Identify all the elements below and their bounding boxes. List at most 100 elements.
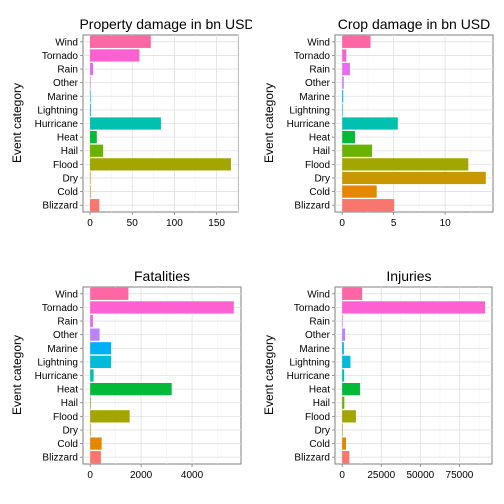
y-tick-label: Flood [53, 412, 78, 423]
bar-other [342, 328, 346, 341]
bar-flood [90, 410, 130, 423]
x-tick-label: 0 [87, 470, 93, 481]
bar-wind [90, 35, 151, 48]
y-tick-label: Other [305, 330, 331, 341]
bar-wind [342, 35, 371, 48]
bar-dry [342, 171, 486, 185]
y-tick-label: Dry [62, 425, 78, 436]
x-tick-label: 150 [208, 218, 225, 229]
y-tick-label: Flood [305, 160, 330, 171]
y-tick-label: Marine [47, 92, 78, 103]
y-tick-label: Flood [53, 160, 78, 171]
y-tick-label: Hurricane [287, 119, 331, 130]
property-damage-chart: Property damage in bn USD Event category… [10, 16, 252, 229]
y-tick-label: Rain [309, 65, 330, 76]
fatalities-chart: Fatalities Event category Blizzard Cold Dr… [10, 268, 242, 481]
y-axis-label: Event category [262, 335, 276, 415]
y-tick-label: Dry [314, 173, 330, 184]
y-tick-label: Wind [307, 289, 330, 300]
y-tick-label: Rain [309, 317, 330, 328]
bar-tornado [342, 301, 486, 314]
y-tick-label: Lightning [289, 357, 330, 368]
chart-title: Crop damage in bn USD [338, 16, 491, 32]
bar-marine [90, 342, 112, 355]
y-tick-label: Heat [57, 133, 78, 144]
y-tick-label: Blizzard [42, 201, 78, 212]
y-tick-label: Wind [307, 37, 330, 48]
y-tick-label: Rain [57, 65, 78, 76]
plot-area: Blizzard Cold Dry Flood Hail Heat Hurricane Lig… [35, 34, 239, 229]
chart-title: Property damage in bn USD [79, 16, 252, 32]
y-tick-label: Dry [62, 173, 78, 184]
y-tick-label: Hail [313, 146, 330, 157]
y-tick-label: Tornado [42, 303, 79, 314]
bar-lightning [342, 103, 343, 117]
bar-hurricane [90, 117, 161, 130]
bar-heat [90, 130, 97, 144]
bar-marine [90, 90, 91, 103]
x-tick-label: 2000 [130, 470, 153, 481]
y-tick-label: Hurricane [287, 371, 331, 382]
y-tick-label: Heat [57, 385, 78, 396]
bar-other [90, 328, 100, 341]
y-axis-label: Event category [10, 335, 24, 415]
bar-cold [90, 185, 91, 198]
plot-area: Blizzard Cold Dry Flood Hail Heat Hurricane Lig… [287, 34, 494, 229]
x-tick-label: 10 [440, 218, 452, 229]
y-tick-label: Flood [305, 412, 330, 423]
bar-other [90, 76, 91, 89]
y-tick-label: Hurricane [35, 119, 79, 130]
y-tick-label: Marine [299, 92, 330, 103]
bar-heat [342, 130, 356, 144]
chart-title: Fatalities [134, 268, 190, 284]
y-tick-label: Tornado [294, 51, 331, 62]
bar-cold [342, 185, 377, 198]
bar-blizzard [90, 451, 101, 464]
bar-tornado [90, 301, 234, 314]
x-tick-label: 75000 [446, 470, 474, 481]
y-tick-label: Tornado [294, 303, 331, 314]
bar-hurricane [90, 369, 94, 382]
y-tick-label: Other [305, 78, 331, 89]
y-tick-label: Dry [314, 425, 330, 436]
bar-flood [90, 158, 231, 171]
y-tick-label: Marine [47, 344, 78, 355]
y-tick-label: Cold [309, 439, 330, 450]
bar-dry [90, 171, 91, 185]
y-tick-label: Cold [57, 439, 78, 450]
injuries-chart: Injuries Event category Blizzard Cold Dry F… [262, 268, 493, 481]
y-tick-label: Marine [299, 344, 330, 355]
y-tick-label: Heat [309, 385, 330, 396]
y-tick-label: Hail [61, 146, 78, 157]
bar-hurricane [342, 117, 398, 130]
x-tick-label: 0 [87, 218, 93, 229]
bar-lightning [90, 355, 112, 369]
y-tick-label: Heat [309, 133, 330, 144]
bar-hail [90, 396, 91, 409]
bar-hail [342, 144, 373, 157]
bar-tornado [90, 49, 140, 62]
bar-rain [90, 62, 93, 76]
x-tick-label: 5 [391, 218, 397, 229]
y-tick-label: Other [53, 78, 79, 89]
bar-flood [342, 410, 356, 423]
bar-blizzard [342, 451, 350, 464]
bar-wind [90, 287, 129, 300]
y-tick-label: Lightning [37, 105, 78, 116]
bar-hail [90, 144, 104, 157]
bar-lightning [90, 103, 91, 117]
y-axis-label: Event category [10, 83, 24, 163]
bar-rain [90, 314, 93, 328]
bar-heat [342, 382, 360, 396]
bar-rain [342, 314, 343, 328]
bar-tornado [342, 49, 347, 62]
x-tick-label: 0 [339, 470, 345, 481]
bar-hail [342, 396, 345, 409]
bar-wind [342, 287, 363, 300]
bar-hurricane [342, 369, 345, 382]
y-tick-label: Other [53, 330, 79, 341]
y-tick-label: Cold [57, 187, 78, 198]
y-tick-label: Rain [57, 317, 78, 328]
bar-cold [342, 437, 347, 450]
